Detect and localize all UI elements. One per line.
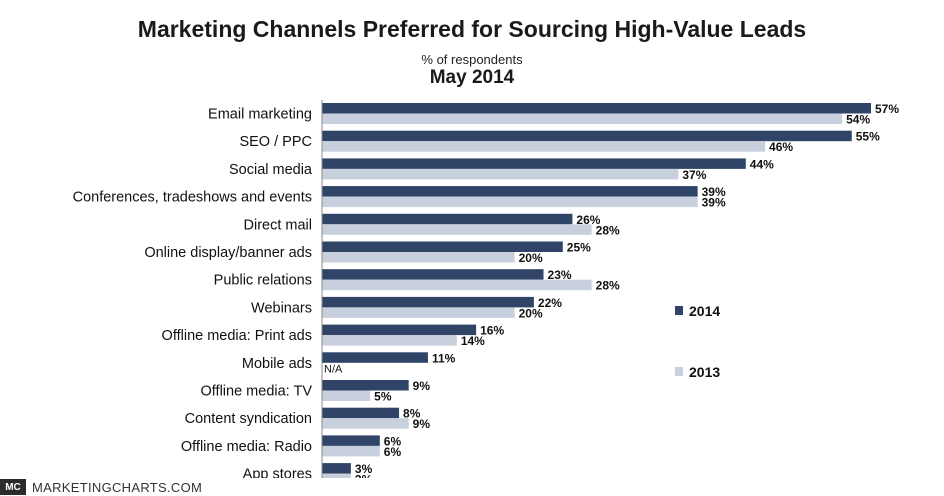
value-label: 39% bbox=[702, 185, 726, 199]
category-label: Offline media: TV bbox=[201, 384, 313, 400]
category-label: Social media bbox=[229, 162, 313, 178]
chart-subtitle: % of respondents bbox=[421, 52, 523, 67]
bar-2014 bbox=[322, 352, 428, 363]
value-label: 39% bbox=[702, 196, 726, 210]
category-label: Conferences, tradeshows and events bbox=[73, 190, 312, 206]
value-label: 3% bbox=[355, 462, 373, 476]
value-label: 16% bbox=[480, 324, 504, 338]
bar-2013 bbox=[322, 418, 409, 429]
value-label: 54% bbox=[846, 113, 870, 127]
value-label: 3% bbox=[355, 473, 373, 478]
category-label: Direct mail bbox=[244, 217, 312, 233]
bar-chart: Email marketing 57% 54% SEO / PPC 55% 46% Soci… bbox=[73, 100, 899, 478]
value-label: 28% bbox=[596, 223, 620, 237]
bar-2014 bbox=[322, 380, 409, 391]
value-label: 23% bbox=[548, 268, 572, 282]
footer-source: MARKETINGCHARTS.COM bbox=[32, 479, 203, 495]
bar-2014 bbox=[322, 186, 698, 197]
value-label: 57% bbox=[875, 102, 899, 116]
category-label: Online display/banner ads bbox=[144, 245, 312, 261]
value-label: 11% bbox=[432, 351, 456, 365]
legend-label-2014: 2014 bbox=[689, 303, 720, 319]
value-label: 14% bbox=[461, 334, 485, 348]
category-label: Content syndication bbox=[185, 411, 312, 427]
chart-date: May 2014 bbox=[429, 67, 515, 88]
category-label: Webinars bbox=[251, 300, 312, 316]
value-label: 28% bbox=[596, 279, 620, 293]
na-label: N/A bbox=[324, 363, 343, 375]
value-label: 37% bbox=[682, 168, 706, 182]
value-label: 5% bbox=[374, 390, 392, 404]
bar-2013 bbox=[322, 473, 351, 478]
category-label: Email marketing bbox=[208, 107, 312, 123]
legend-swatch-2013 bbox=[675, 367, 683, 376]
value-label: 26% bbox=[576, 213, 600, 227]
bar-2013 bbox=[322, 279, 592, 291]
bar-2014 bbox=[322, 269, 544, 280]
bar-2013 bbox=[322, 252, 515, 263]
marketingcharts-logo: MC bbox=[0, 479, 26, 495]
bar-2014 bbox=[322, 158, 746, 169]
bar-2013 bbox=[322, 196, 698, 208]
category-label: Offline media: Radio bbox=[181, 439, 312, 455]
category-label: Public relations bbox=[214, 273, 312, 289]
bar-2014 bbox=[322, 130, 852, 142]
bar-2013 bbox=[322, 335, 457, 346]
chart-title: Marketing Channels Preferred for Sourcin… bbox=[137, 16, 807, 42]
value-label: 8% bbox=[403, 407, 421, 421]
value-label: 55% bbox=[856, 130, 880, 144]
bar-2013 bbox=[322, 445, 380, 457]
bar-2014 bbox=[322, 103, 871, 114]
bar-2014 bbox=[322, 435, 380, 446]
value-label: 22% bbox=[538, 296, 562, 310]
legend-swatch-2014 bbox=[675, 306, 683, 315]
bar-2013 bbox=[322, 224, 592, 235]
value-label: 44% bbox=[750, 157, 774, 171]
value-label: 9% bbox=[413, 379, 431, 393]
bar-2014 bbox=[322, 241, 563, 252]
category-label: Mobile ads bbox=[242, 356, 312, 372]
legend-label-2013: 2013 bbox=[689, 364, 720, 380]
bar-2014 bbox=[322, 324, 477, 336]
value-label: 25% bbox=[567, 241, 591, 255]
value-label: 6% bbox=[384, 445, 402, 459]
category-label: App stores bbox=[243, 467, 312, 478]
bar-2013 bbox=[322, 113, 843, 124]
bar-2013 bbox=[322, 168, 679, 180]
bar-2014 bbox=[322, 296, 534, 308]
value-label: 6% bbox=[384, 434, 402, 448]
value-label: 9% bbox=[413, 417, 431, 431]
value-label: 20% bbox=[519, 306, 543, 320]
value-label: 46% bbox=[769, 140, 793, 154]
bar-2014 bbox=[322, 213, 573, 225]
category-label: Offline media: Print ads bbox=[162, 328, 312, 344]
footer: MC MARKETINGCHARTS.COM bbox=[0, 478, 202, 496]
value-label: 20% bbox=[519, 251, 543, 265]
bar-2014 bbox=[322, 463, 351, 474]
category-label: SEO / PPC bbox=[239, 134, 312, 150]
bar-2013 bbox=[322, 307, 515, 318]
bar-2014 bbox=[322, 407, 400, 419]
bar-2013 bbox=[322, 390, 371, 401]
bar-2013 bbox=[322, 141, 766, 152]
